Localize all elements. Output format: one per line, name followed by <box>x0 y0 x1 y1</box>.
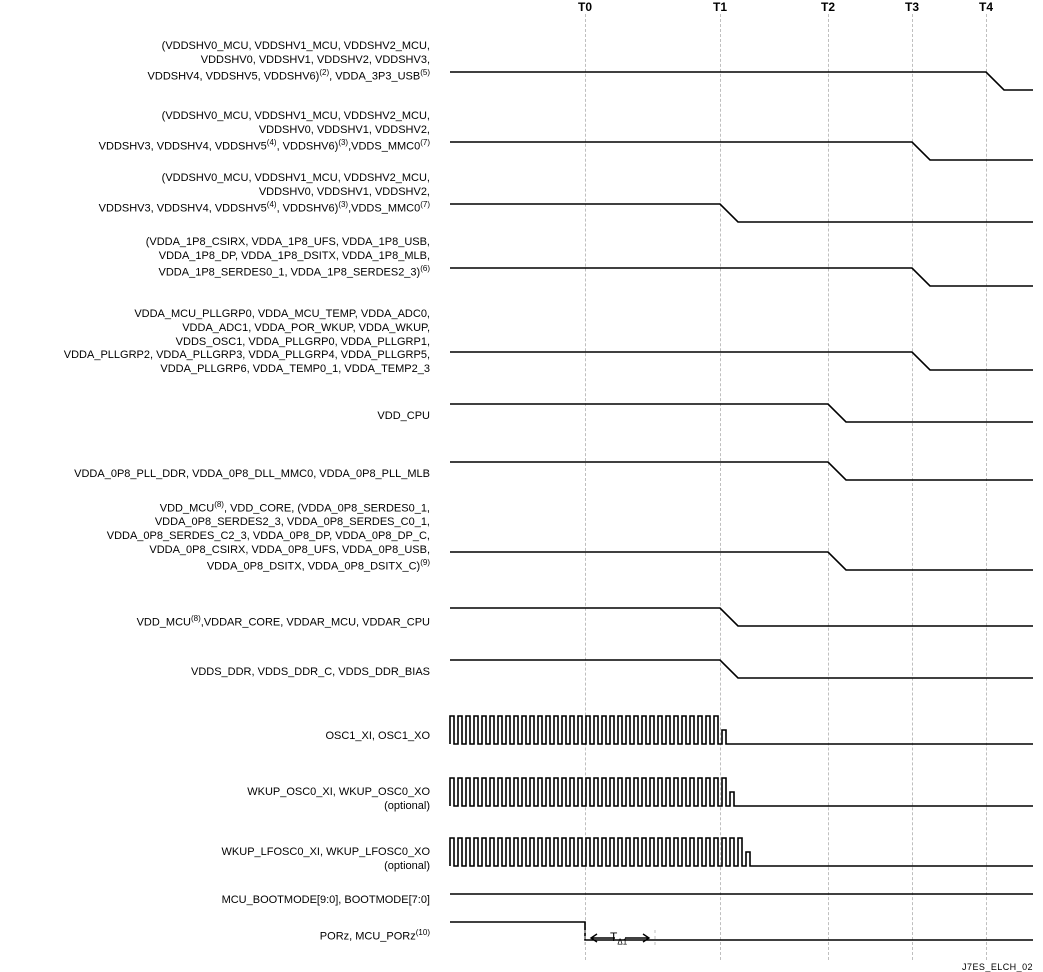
time-marker-t3: T3 <box>905 0 919 14</box>
time-marker-t0: T0 <box>578 0 592 14</box>
sig-vdds-ddr-label: VDDS_DDR, VDDS_DDR_C, VDDS_DDR_BIAS <box>0 666 440 680</box>
time-markers: T0 T1 T2 T3 T4 <box>0 0 1043 14</box>
gridline-t4 <box>986 14 987 960</box>
sig-vddar-label: VDD_MCU(8),VDDAR_CORE, VDDAR_MCU, VDDAR_… <box>0 614 440 630</box>
sig-wkup-lfosc0-label: WKUP_LFOSC0_XI, WKUP_LFOSC0_XO(optional) <box>0 846 440 874</box>
time-marker-t4: T4 <box>979 0 993 14</box>
sig-vddshv-mmc0-a-label: (VDDSHV0_MCU, VDDSHV1_MCU, VDDSHV2_MCU,V… <box>0 110 440 154</box>
gridline-t1 <box>720 14 721 960</box>
sig-vdda-0p8-pll-label: VDDA_0P8_PLL_DDR, VDDA_0P8_DLL_MMC0, VDD… <box>0 468 440 482</box>
sig-vddshv-3p3-label: (VDDSHV0_MCU, VDDSHV1_MCU, VDDSHV2_MCU,V… <box>0 40 440 84</box>
sig-wkup-osc0-label: WKUP_OSC0_XI, WKUP_OSC0_XO(optional) <box>0 786 440 814</box>
sig-bootmode-label: MCU_BOOTMODE[9:0], BOOTMODE[7:0] <box>0 894 440 908</box>
gridline-t2 <box>828 14 829 960</box>
sig-vdda-pllgrp-label: VDDA_MCU_PLLGRP0, VDDA_MCU_TEMP, VDDA_AD… <box>0 308 440 377</box>
sig-vdda-1p8-label: (VDDA_1P8_CSIRX, VDDA_1P8_UFS, VDDA_1P8_… <box>0 236 440 280</box>
sig-osc1-label: OSC1_XI, OSC1_XO <box>0 730 440 744</box>
sig-vddshv-mmc0-b-label: (VDDSHV0_MCU, VDDSHV1_MCU, VDDSHV2_MCU,V… <box>0 172 440 216</box>
gridline-t0 <box>585 14 586 960</box>
figure-id: J7ES_ELCH_02 <box>962 962 1033 972</box>
gridline-t3 <box>912 14 913 960</box>
sig-vdd-mcu-core-label: VDD_MCU(8), VDD_CORE, (VDDA_0P8_SERDES0_… <box>0 500 440 574</box>
t-delta-label: TΔ1 <box>610 930 627 946</box>
sig-vdd-cpu-label: VDD_CPU <box>0 410 440 424</box>
time-marker-t2: T2 <box>821 0 835 14</box>
sig-porz-label: PORz, MCU_PORz(10) <box>0 928 440 944</box>
time-marker-t1: T1 <box>713 0 727 14</box>
